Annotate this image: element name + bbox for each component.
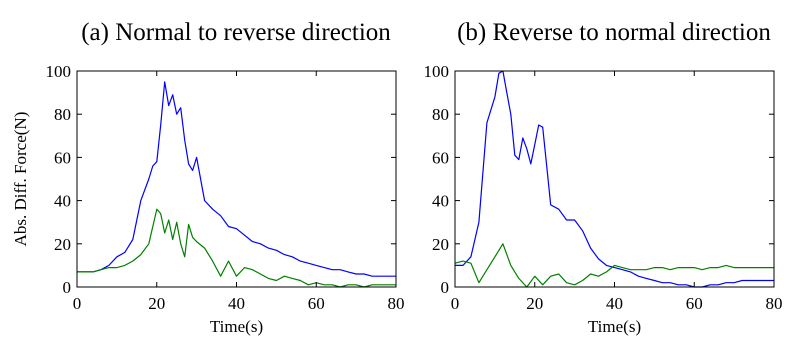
- chart-b-xtick-label: 20: [526, 294, 543, 313]
- chart-b-xtick-label: 40: [606, 294, 623, 313]
- chart-b-xtick-label: 60: [686, 294, 703, 313]
- chart-b-plot-frame: [454, 70, 775, 288]
- chart-a: (a) Normal to reverse direction 0 20 40 60 80…: [11, 19, 405, 336]
- chart-b-ytick-label: 80: [432, 105, 449, 124]
- chart-b-series-1-line: [455, 70, 774, 288]
- chart-b-title: (b) Reverse to normal direction: [457, 19, 771, 46]
- chart-b-ytick-label: 60: [432, 148, 449, 167]
- chart-b-series-2-line: [454, 243, 774, 288]
- chart-a-xlabel: Time(s): [210, 317, 263, 336]
- chart-a-xtick-label: 80: [388, 294, 405, 313]
- chart-a-xtick-label: 20: [148, 294, 165, 313]
- chart-a-ytick-label: 80: [54, 105, 71, 124]
- chart-a-ytick-label: 20: [54, 235, 71, 254]
- chart-b-xtick-label: 80: [766, 294, 783, 313]
- chart-a-xtick-label: 0: [73, 294, 82, 313]
- chart-a-plot-frame: [76, 70, 397, 288]
- chart-a-xtick-label: 40: [228, 294, 245, 313]
- chart-a-title: (a) Normal to reverse direction: [81, 19, 391, 46]
- chart-a-series-2-line: [77, 208, 396, 288]
- chart-a-ylabel: Abs. Diff. Force(N): [11, 112, 30, 247]
- chart-b-ytick-label: 100: [424, 62, 450, 81]
- chart-a-ytick-label: 0: [63, 278, 72, 297]
- chart-a-ytick-label: 100: [46, 62, 72, 81]
- chart-a-ytick-label: 40: [54, 192, 71, 211]
- chart-b-ytick-label: 20: [432, 235, 449, 254]
- chart-b: (b) Reverse to normal direction 0 20 40 60 80…: [424, 19, 783, 336]
- chart-a-ytick-label: 60: [54, 148, 71, 167]
- chart-b-ytick-label: 40: [432, 192, 449, 211]
- chart-a-xtick-label: 60: [308, 294, 325, 313]
- chart-a-series-1-line: [77, 81, 396, 277]
- chart-b-ytick-label: 0: [441, 278, 450, 297]
- chart-b-xlabel: Time(s): [588, 317, 641, 336]
- chart-b-xtick-label: 0: [451, 294, 460, 313]
